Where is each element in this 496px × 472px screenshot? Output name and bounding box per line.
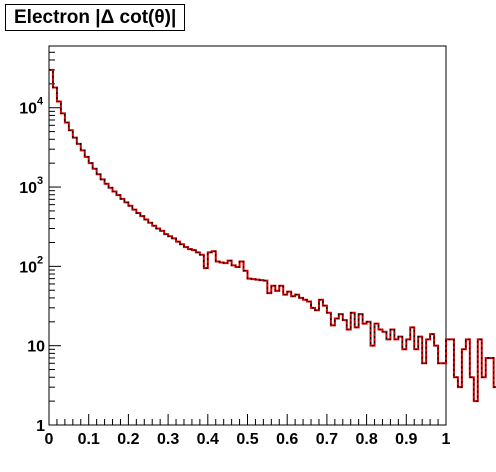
x-axis-ticks [48,414,447,425]
x-tick-label: 0 [45,431,54,448]
chart-title: Electron |Δ cot(θ)| [5,4,186,31]
x-tick-label: 0.1 [78,431,100,448]
x-tick-label: 0.9 [395,431,417,448]
y-tick-label: 10 [19,180,37,197]
y-tick-exponent: 2 [37,254,43,266]
x-tick-label: 0.6 [276,431,298,448]
histogram-overlay-line [49,69,496,402]
x-tick-label: 0.4 [197,431,219,448]
x-tick-label: 0.3 [157,431,179,448]
y-tick-label: 10 [27,339,45,356]
plot-frame [48,45,447,426]
y-axis-ticks [49,45,61,426]
x-tick-label: 0.2 [117,431,139,448]
x-axis-tick-labels: 0 0.1 0.2 0.3 0.4 0.5 0.6 0.7 0.8 0.9 1 [45,431,451,448]
histogram-line [49,68,496,403]
x-tick-label: 1 [442,431,451,448]
y-tick-label: 10 [19,259,37,276]
y-tick-exponent: 3 [37,175,43,187]
x-tick-label: 0.7 [316,431,338,448]
x-tick-label: 0.8 [355,431,377,448]
plot-area [48,45,496,426]
y-tick-exponent: 4 [37,96,44,108]
y-tick-label: 10 [19,101,37,118]
x-tick-label: 0.5 [236,431,258,448]
y-tick-label: 1 [36,418,45,435]
